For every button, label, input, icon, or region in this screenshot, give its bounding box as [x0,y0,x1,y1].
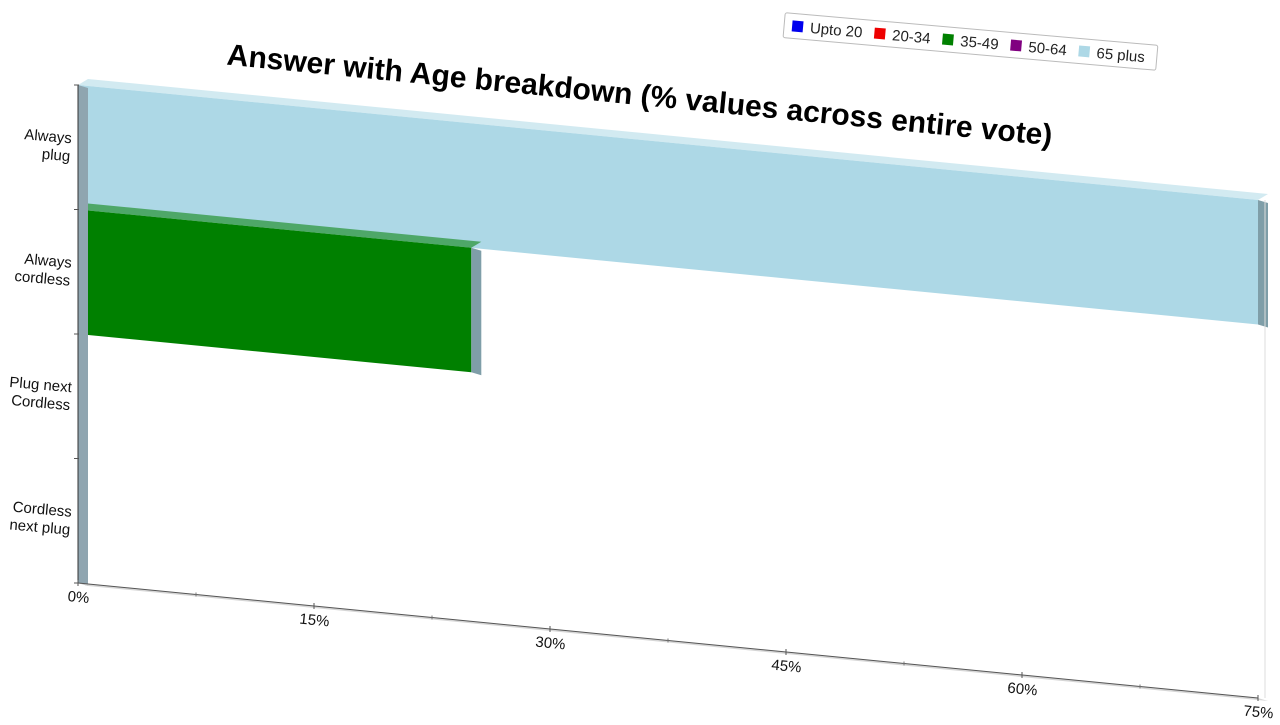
legend-swatch-35-49 [941,33,954,46]
legend-box: Upto 20 20-34 35-49 50-64 65 plus [782,12,1159,71]
legend-label-20-34: 20-34 [891,27,931,47]
x-tick-label-75: 75% [1243,703,1275,720]
x-tick-label-30: 30% [535,634,567,654]
bar-35-49-always-cordless-end [471,247,482,376]
category-label-line: cordless [14,268,71,290]
legend-swatch-upto-20 [791,20,804,33]
bar-35-49-always-cordless-front [78,209,472,373]
legend-swatch-65-plus [1078,45,1091,58]
x-tick-label-60: 60% [1007,680,1039,700]
category-label-line: Cordless [10,392,70,414]
category-label-always-cordless: Alwayscordless [14,250,73,290]
bar-35-49-always-cordless-top [78,203,482,248]
legend-swatch-50-64 [1010,39,1023,52]
bar-35-49-always-cordless [78,203,482,376]
category-label-line: Always [24,251,73,272]
legend-swatch-20-34 [873,27,886,40]
x-tick-label-15: 15% [299,611,331,631]
category-label-cordless-next-plug: Cordlessnext plug [9,499,73,539]
x-tick-label-45: 45% [771,657,803,677]
bar-65-plus-always-plug [78,79,1268,328]
category-label-plug-next-cordless: Plug nextCordless [7,374,73,414]
legend-label-65-plus: 65 plus [1096,45,1146,66]
legend-item-upto-20: Upto 20 [791,20,863,42]
category-label-line: Plug next [9,374,74,396]
bar-65-plus-always-plug-end [1258,200,1268,328]
legend-label-50-64: 50-64 [1028,39,1068,59]
legend-item-50-64: 50-64 [1010,39,1068,59]
legend-label-upto-20: Upto 20 [809,20,863,42]
floor [78,583,1268,701]
category-label-always-plug: Alwaysplug [22,126,72,165]
legend-background [782,12,1159,71]
legend: Upto 20 20-34 35-49 50-64 65 plus [782,12,1159,71]
category-label-line: plug [41,146,71,165]
legend-items: Upto 20 20-34 35-49 50-64 65 plus [791,20,1146,66]
legend-label-35-49: 35-49 [960,33,1000,53]
category-label-line: Always [24,126,73,147]
legend-item-20-34: 20-34 [873,27,931,47]
legend-item-35-49: 35-49 [941,33,1000,53]
bar-65-plus-always-plug-top [78,79,1268,200]
category-label-line: Cordless [12,499,72,521]
legend-item-65-plus: 65 plus [1078,45,1146,66]
category-label-line: next plug [9,516,71,538]
bar-65-plus-always-plug-front [78,85,1258,325]
left-wall [78,85,88,586]
x-tick-label-0: 0% [67,588,90,607]
plot-area [78,79,1268,376]
